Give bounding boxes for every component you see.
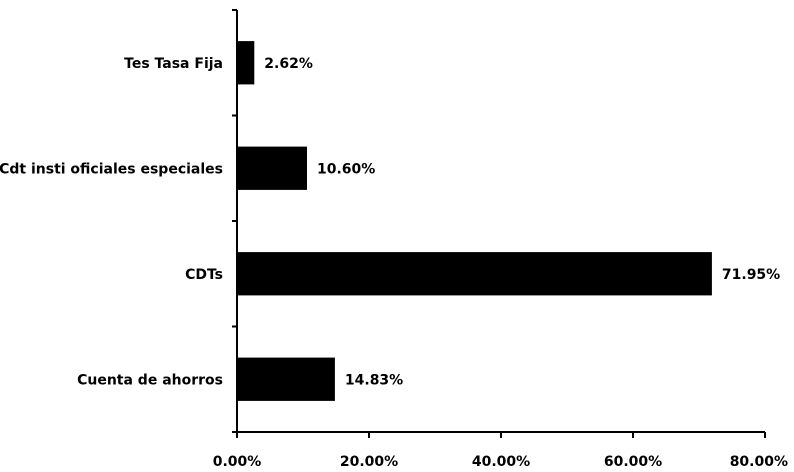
data-label: 71.95% <box>722 267 780 283</box>
bars-group <box>237 41 712 401</box>
x-tick-label: 0.00% <box>213 454 262 470</box>
category-labels: Tes Tasa Fija Cdt insti oficiales especia… <box>0 56 223 388</box>
bar <box>237 252 712 296</box>
data-label: 14.83% <box>345 372 403 388</box>
category-label: CDTs <box>185 267 223 283</box>
data-label: 10.60% <box>317 161 375 177</box>
bar <box>237 41 255 85</box>
x-tick-label: 20.00% <box>340 454 398 470</box>
x-tick-label: 60.00% <box>604 454 662 470</box>
category-label: Cuenta de ahorros <box>77 372 223 388</box>
x-tick-label: 40.00% <box>472 454 530 470</box>
data-labels: 2.62% 10.60% 71.95% 14.83% <box>264 56 780 388</box>
bar <box>237 357 335 401</box>
x-ticks: 0.00% 20.00% 40.00% 60.00% 80.00% <box>213 432 788 470</box>
x-tick-label: 80.00% <box>730 454 788 470</box>
category-label: Cdt insti oficiales especiales <box>0 161 223 177</box>
bar <box>237 146 307 190</box>
category-label: Tes Tasa Fija <box>124 56 223 72</box>
data-label: 2.62% <box>264 56 313 72</box>
